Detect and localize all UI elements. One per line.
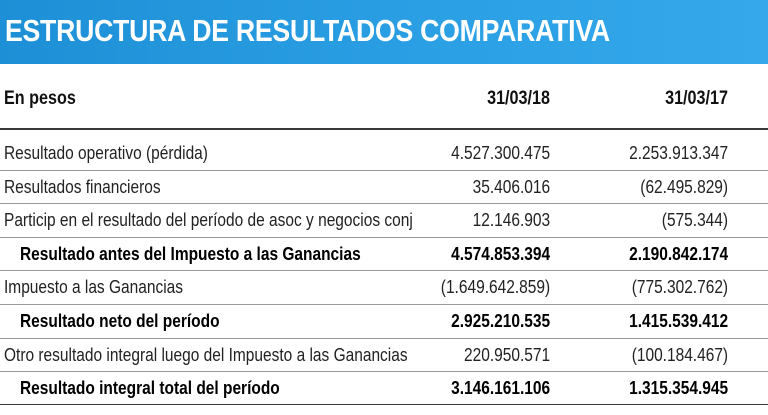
row-value-2017: (100.184.467) xyxy=(631,344,728,365)
results-table: Resultado operativo (pérdida) 4.527.300.… xyxy=(0,137,768,406)
row-value-2018: 35.406.016 xyxy=(472,176,550,197)
subtotal-row: Resultado neto del período 2.925.210.535… xyxy=(0,305,768,339)
row-label: Resultado integral total del período xyxy=(20,378,280,399)
row-value-2017: 2.253.913.347 xyxy=(628,143,728,163)
header-col-2018: 31/03/18 xyxy=(487,88,550,109)
row-label: Resultado antes del Impuesto a las Ganan… xyxy=(20,243,361,264)
row-label: Particip en el resultado del período de … xyxy=(4,210,413,231)
row-value-2017: (62.495.829) xyxy=(640,176,728,197)
row-label: Otro resultado integral luego del Impues… xyxy=(4,344,408,365)
row-value-2018: 4.574.853.394 xyxy=(450,243,550,264)
header-col-2017: 31/03/17 xyxy=(665,88,728,109)
table-row: Impuesto a las Ganancias (1.649.642.859)… xyxy=(0,271,768,305)
row-value-2017: 2.190.842.174 xyxy=(628,243,728,264)
table-row: Resultado operativo (pérdida) 4.527.300.… xyxy=(0,137,768,171)
table-row: Otro resultado integral luego del Impues… xyxy=(0,339,768,373)
header-divider xyxy=(0,128,768,130)
total-row: Resultado integral total del período 3.1… xyxy=(0,372,768,406)
row-value-2018: 12.146.903 xyxy=(472,210,550,231)
table-row: Particip en el resultado del período de … xyxy=(0,204,768,238)
title-banner: ESTRUCTURA DE RESULTADOS COMPARATIVA xyxy=(0,0,768,64)
page-title: ESTRUCTURA DE RESULTADOS COMPARATIVA xyxy=(5,13,610,48)
row-value-2017: 1.315.354.945 xyxy=(628,378,728,399)
row-label: Resultado operativo (pérdida) xyxy=(4,143,208,163)
row-value-2017: (775.302.762) xyxy=(631,277,728,298)
row-value-2018: (1.649.642.859) xyxy=(440,277,550,298)
row-label: Resultado neto del período xyxy=(20,310,220,331)
row-label: Impuesto a las Ganancias xyxy=(4,277,183,298)
row-label: Resultados financieros xyxy=(4,176,161,197)
table-row: Resultados financieros 35.406.016 (62.49… xyxy=(0,171,768,205)
row-value-2018: 220.950.571 xyxy=(463,344,550,365)
header-label: En pesos xyxy=(4,88,76,109)
row-value-2018: 2.925.210.535 xyxy=(450,310,550,331)
row-value-2017: (575.344) xyxy=(661,210,728,231)
table-bottom-rule xyxy=(0,404,768,405)
row-value-2018: 3.146.161.106 xyxy=(450,378,550,399)
row-value-2017: 1.415.539.412 xyxy=(628,310,728,331)
subtotal-row: Resultado antes del Impuesto a las Ganan… xyxy=(0,238,768,272)
row-value-2018: 4.527.300.475 xyxy=(450,143,550,163)
